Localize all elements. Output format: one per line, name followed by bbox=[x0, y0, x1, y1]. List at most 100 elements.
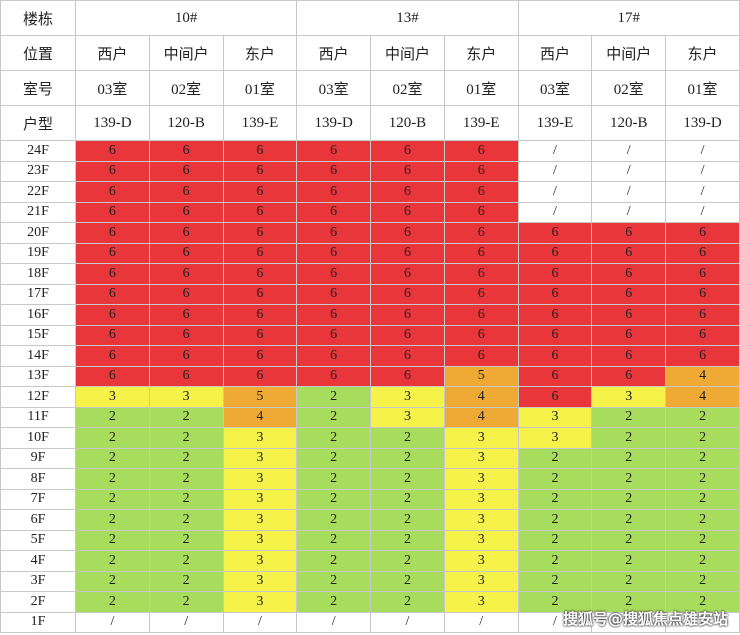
unit-cell: 6 bbox=[591, 304, 667, 326]
unit-cell: 2 bbox=[75, 468, 150, 490]
unit-cell: 3 bbox=[222, 488, 298, 510]
unit-cell: 2 bbox=[148, 550, 224, 572]
unit-cell: 2 bbox=[370, 570, 445, 592]
unit-cell: / bbox=[296, 611, 372, 633]
unit-cell: / bbox=[517, 140, 593, 162]
unit-cell: 2 bbox=[517, 550, 593, 572]
unit-cell: 6 bbox=[222, 324, 298, 346]
unit-cell: 2 bbox=[517, 570, 593, 592]
floor-row: 21F 6 6 6 6 6 6// / bbox=[0, 201, 740, 223]
unit-cell: 6 bbox=[148, 345, 224, 367]
unit-cell: / bbox=[517, 201, 593, 223]
unit-cell: 2 bbox=[370, 447, 445, 469]
unit-cell: 3 bbox=[443, 570, 519, 592]
unit-cell: 6 bbox=[370, 283, 445, 305]
unit-cell: / bbox=[222, 611, 298, 633]
unit-cell: 6 bbox=[443, 160, 519, 182]
unit-cell: 6 bbox=[517, 242, 593, 264]
row-header: 位置 bbox=[0, 35, 76, 71]
floor-row: 2F 2 2 3 2 2 3 2 2 2 bbox=[0, 591, 740, 613]
floor-label: 11F bbox=[0, 406, 76, 428]
floor-row: 13F 6 6 6 6 6 5 6 6 4 bbox=[0, 365, 740, 387]
floor-label: 21F bbox=[0, 201, 76, 223]
unit-cell: 2 bbox=[75, 570, 150, 592]
unit-cell: 3 bbox=[222, 427, 298, 449]
header-cell: 西户 bbox=[296, 35, 372, 71]
unit-cell: 6 bbox=[296, 304, 372, 326]
floor-label: 12F bbox=[0, 386, 76, 408]
unit-cell: 2 bbox=[591, 468, 667, 490]
unit-cell: 6 bbox=[591, 222, 667, 244]
unit-cell: 6 bbox=[665, 263, 740, 285]
unit-cell: 6 bbox=[443, 324, 519, 346]
unit-cell: 6 bbox=[75, 263, 150, 285]
row-header: 楼栋 bbox=[0, 0, 76, 36]
unit-cell: 6 bbox=[148, 140, 224, 162]
unit-cell: / bbox=[665, 181, 740, 203]
unit-cell: 6 bbox=[370, 242, 445, 264]
unit-cell: / bbox=[591, 201, 667, 223]
row-header: 室号 bbox=[0, 70, 76, 106]
unit-cell: 6 bbox=[296, 345, 372, 367]
unit-cell: 6 bbox=[370, 345, 445, 367]
unit-cell: 3 bbox=[222, 529, 298, 551]
header-cell: 中间户 bbox=[370, 35, 445, 71]
floor-row: 12F 3 3 5 2 3 4 6 3 4 bbox=[0, 386, 740, 408]
unit-cell: 2 bbox=[148, 509, 224, 531]
unit-cell: 6 bbox=[296, 242, 372, 264]
unit-cell: 4 bbox=[665, 386, 740, 408]
unit-cell: 2 bbox=[75, 509, 150, 531]
floor-row: 10F 2 2 3 2 2 3 3 2 2 bbox=[0, 427, 740, 449]
floor-row: 19F 6 6 6 6 6 6 6 6 6 bbox=[0, 242, 740, 264]
unit-cell: 6 bbox=[370, 140, 445, 162]
unit-cell: 6 bbox=[75, 304, 150, 326]
floor-row: 3F 2 2 3 2 2 3 2 2 2 bbox=[0, 570, 740, 592]
unit-cell: 2 bbox=[665, 529, 740, 551]
unit-cell: 2 bbox=[148, 529, 224, 551]
unit-cell: 6 bbox=[443, 242, 519, 264]
unit-cell: / bbox=[665, 160, 740, 182]
floor-row: 1F / / / / / / / / / bbox=[0, 611, 740, 633]
floor-row: 17F 6 6 6 6 6 6 6 6 6 bbox=[0, 283, 740, 305]
unit-cell: / bbox=[665, 140, 740, 162]
unit-cell: 3 bbox=[370, 406, 445, 428]
header-cell: 17# bbox=[517, 0, 740, 36]
unit-cell: 4 bbox=[665, 365, 740, 387]
unit-cell: / bbox=[591, 181, 667, 203]
floor-label: 17F bbox=[0, 283, 76, 305]
unit-cell: 6 bbox=[75, 222, 150, 244]
floor-row: 15F 6 6 6 6 6 6 6 6 6 bbox=[0, 324, 740, 346]
unit-cell: 2 bbox=[665, 447, 740, 469]
header-cell: 01室 bbox=[443, 70, 519, 106]
unit-cell: 6 bbox=[296, 263, 372, 285]
unit-cell: / bbox=[370, 611, 445, 633]
unit-cell: 2 bbox=[370, 529, 445, 551]
header-cell: 120-B bbox=[370, 105, 445, 141]
unit-cell: 2 bbox=[148, 427, 224, 449]
unit-cell: 6 bbox=[296, 222, 372, 244]
unit-cell: 3 bbox=[222, 509, 298, 531]
unit-cell: 6 bbox=[517, 365, 593, 387]
floor-row: 6F 2 2 3 2 2 3 2 2 2 bbox=[0, 509, 740, 531]
unit-cell: 6 bbox=[296, 324, 372, 346]
unit-cell: 3 bbox=[443, 591, 519, 613]
floor-label: 9F bbox=[0, 447, 76, 469]
header-cell: 03室 bbox=[75, 70, 150, 106]
unit-cell: 6 bbox=[75, 345, 150, 367]
unit-cell: 6 bbox=[148, 160, 224, 182]
floor-label: 14F bbox=[0, 345, 76, 367]
unit-cell: 3 bbox=[222, 570, 298, 592]
unit-cell: 2 bbox=[296, 529, 372, 551]
unit-cell: / bbox=[148, 611, 224, 633]
header-row: 楼栋 10# 13# 17# bbox=[0, 0, 740, 36]
unit-cell: 6 bbox=[665, 304, 740, 326]
unit-cell: 6 bbox=[370, 263, 445, 285]
header-cell: 01室 bbox=[665, 70, 740, 106]
unit-cell: / bbox=[517, 611, 593, 633]
unit-cell: 4 bbox=[443, 406, 519, 428]
unit-cell: 3 bbox=[443, 468, 519, 490]
unit-cell: 6 bbox=[75, 324, 150, 346]
unit-cell: 6 bbox=[370, 160, 445, 182]
unit-cell: 6 bbox=[75, 242, 150, 264]
unit-cell: 6 bbox=[296, 181, 372, 203]
